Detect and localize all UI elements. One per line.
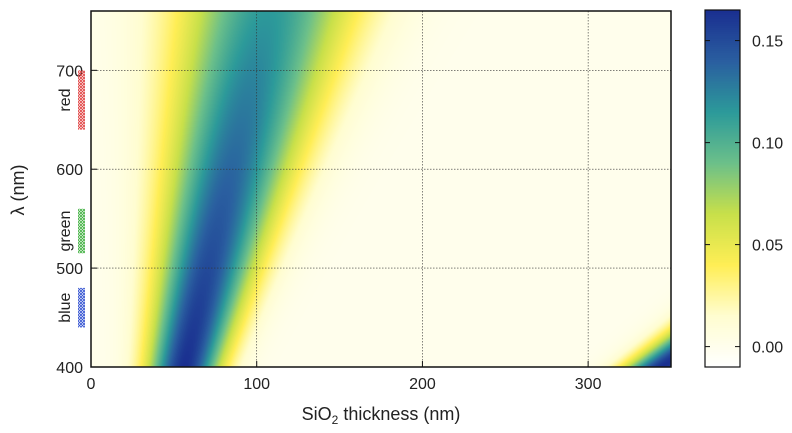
colorbar-tick-label-1: 0.05	[752, 238, 783, 255]
grid-lines	[91, 11, 671, 367]
band-strip-blue	[78, 287, 85, 328]
x-axis-label: SiO2 thickness (nm)	[302, 404, 461, 427]
band-markers: red green blue	[57, 70, 85, 328]
band-label-green: green	[57, 211, 74, 252]
x-tick-label-0: 0	[87, 376, 96, 393]
x-ticks: 0 100 200 300	[87, 361, 602, 393]
x-tick-label-300: 300	[575, 376, 602, 393]
band-strip-red	[78, 70, 85, 130]
band-label-red: red	[57, 88, 74, 111]
y-tick-label-500: 500	[56, 261, 83, 278]
y-tick-label-400: 400	[56, 360, 83, 377]
y-ticks: 400 500 600 700	[56, 63, 97, 377]
band-label-blue: blue	[57, 292, 74, 322]
y-tick-label-700: 700	[56, 63, 83, 80]
colorbar-frame	[704, 9, 741, 368]
colorbar-ticks: 0.00 0.05 0.10 0.15	[705, 34, 783, 357]
colorbar-tick-label-0: 0.00	[752, 340, 783, 357]
y-axis-label: λ (nm)	[8, 165, 28, 216]
x-tick-label-100: 100	[243, 376, 270, 393]
plot-frame	[90, 10, 672, 368]
heatmap-canvas	[91, 11, 671, 367]
colorbar-gradient	[705, 10, 740, 367]
y-tick-label-600: 600	[56, 162, 83, 179]
band-strip-green	[78, 208, 85, 254]
colorbar-tick-label-3: 0.15	[752, 34, 783, 51]
x-tick-label-200: 200	[409, 376, 436, 393]
colorbar-tick-label-2: 0.10	[752, 136, 783, 153]
